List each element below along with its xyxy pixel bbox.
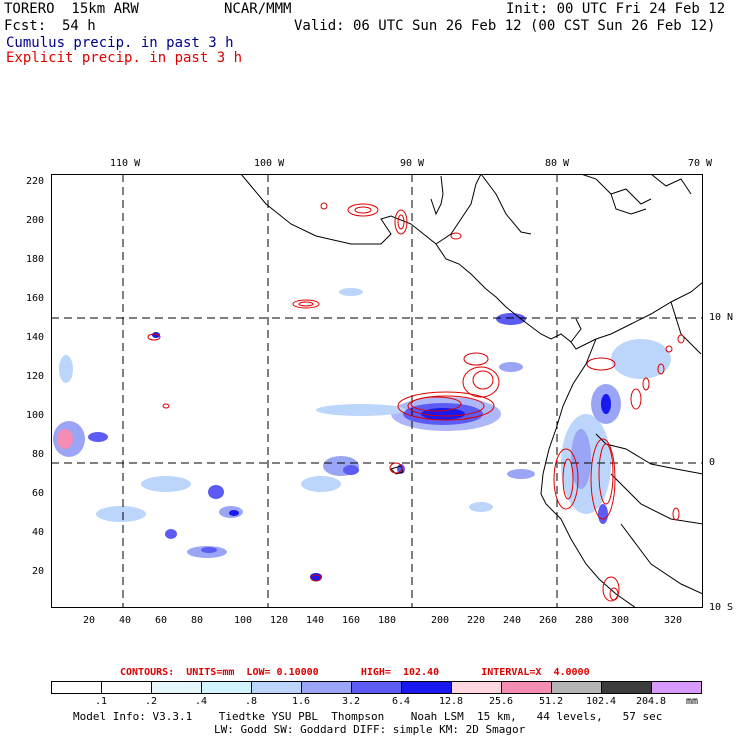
- y-tick: 160: [26, 293, 45, 304]
- colorbar-swatch: [351, 681, 401, 694]
- lat-tick: 10 N: [709, 312, 734, 323]
- x-tick: 260: [539, 615, 558, 626]
- colorbar-swatch: [301, 681, 351, 694]
- lat-lon-grid: [51, 174, 703, 608]
- colorbar-label: .8: [244, 696, 258, 707]
- field-cumulus-label: Cumulus precip. in past 3 h: [6, 35, 234, 51]
- colorbar-swatch: [501, 681, 551, 694]
- x-tick: 180: [378, 615, 397, 626]
- y-tick: 220: [26, 176, 45, 187]
- field-explicit-label: Explicit precip. in past 3 h: [6, 50, 243, 66]
- lat-tick: 0: [709, 457, 716, 468]
- colorbar-label: 3.2: [341, 696, 361, 707]
- colorbar-swatch: [51, 681, 101, 694]
- y-tick: 40: [32, 527, 45, 538]
- y-tick: 120: [26, 371, 45, 382]
- lat-tick: 10 S: [709, 602, 734, 613]
- lon-tick: 100 W: [254, 158, 285, 169]
- y-tick: 180: [26, 254, 45, 265]
- colorbar: [51, 681, 703, 694]
- colorbar-swatch: [601, 681, 651, 694]
- y-tick: 100: [26, 410, 45, 421]
- colorbar-swatch: [151, 681, 201, 694]
- forecast-label: Fcst:: [4, 18, 47, 34]
- colorbar-label: .4: [194, 696, 208, 707]
- x-tick: 140: [306, 615, 325, 626]
- colorbar-unit: mm: [686, 696, 699, 707]
- colorbar-label: 102.4: [585, 696, 617, 707]
- lon-tick: 90 W: [400, 158, 425, 169]
- coastline: [240, 174, 703, 608]
- model-title: TORERO 15km ARW: [4, 1, 139, 17]
- x-tick: 60: [155, 615, 168, 626]
- x-tick: 320: [664, 615, 683, 626]
- lon-tick: 80 W: [545, 158, 570, 169]
- y-tick: 200: [26, 215, 45, 226]
- x-tick: 40: [119, 615, 132, 626]
- x-tick: 160: [342, 615, 361, 626]
- x-tick: 20: [83, 615, 96, 626]
- valid-time: Valid: 06 UTC Sun 26 Feb 12 (00 CST Sun …: [294, 18, 716, 34]
- y-tick: 140: [26, 332, 45, 343]
- precip-map: [51, 174, 703, 608]
- init-time: Init: 00 UTC Fri 24 Feb 12: [506, 1, 726, 17]
- explicit-precip-contours: [147, 202, 685, 602]
- lon-tick: 70 W: [688, 158, 713, 169]
- colorbar-swatch: [201, 681, 251, 694]
- colorbar-label: 25.6: [488, 696, 514, 707]
- colorbar-swatch: [451, 681, 501, 694]
- y-tick: 60: [32, 488, 45, 499]
- x-tick: 300: [611, 615, 630, 626]
- y-tick: 20: [32, 566, 45, 577]
- x-tick: 220: [467, 615, 486, 626]
- x-tick: 280: [575, 615, 594, 626]
- contour-info: CONTOURS: UNITS=mm LOW= 0.10000 HIGH= 10…: [120, 667, 590, 678]
- colorbar-label: 6.4: [391, 696, 411, 707]
- x-tick: 80: [191, 615, 204, 626]
- organization: NCAR/MMM: [224, 1, 292, 17]
- x-tick: 120: [270, 615, 289, 626]
- x-tick: 200: [431, 615, 450, 626]
- colorbar-label: 12.8: [438, 696, 464, 707]
- cumulus-precip-shading: [53, 288, 671, 581]
- colorbar-swatch: [551, 681, 601, 694]
- colorbar-swatch: [101, 681, 151, 694]
- map-background: [51, 174, 703, 608]
- colorbar-label: 204.8: [635, 696, 667, 707]
- colorbar-label: .1: [94, 696, 108, 707]
- model-info: Model Info: V3.3.1 Tiedtke YSU PBL Thomp…: [73, 710, 663, 723]
- colorbar-label: 51.2: [538, 696, 564, 707]
- x-tick: 240: [503, 615, 522, 626]
- colorbar-label: 1.6: [291, 696, 311, 707]
- physics-info: LW: Godd SW: Goddard DIFF: simple KM: 2D…: [214, 723, 526, 736]
- lon-tick: 110 W: [110, 158, 141, 169]
- map-frame: [51, 174, 703, 608]
- colorbar-swatch: [251, 681, 301, 694]
- forecast-hours: 54 h: [62, 18, 96, 34]
- colorbar-swatch: [651, 681, 702, 694]
- x-tick: 100: [234, 615, 253, 626]
- colorbar-swatch: [401, 681, 451, 694]
- y-tick: 80: [32, 449, 45, 460]
- colorbar-label: .2: [144, 696, 158, 707]
